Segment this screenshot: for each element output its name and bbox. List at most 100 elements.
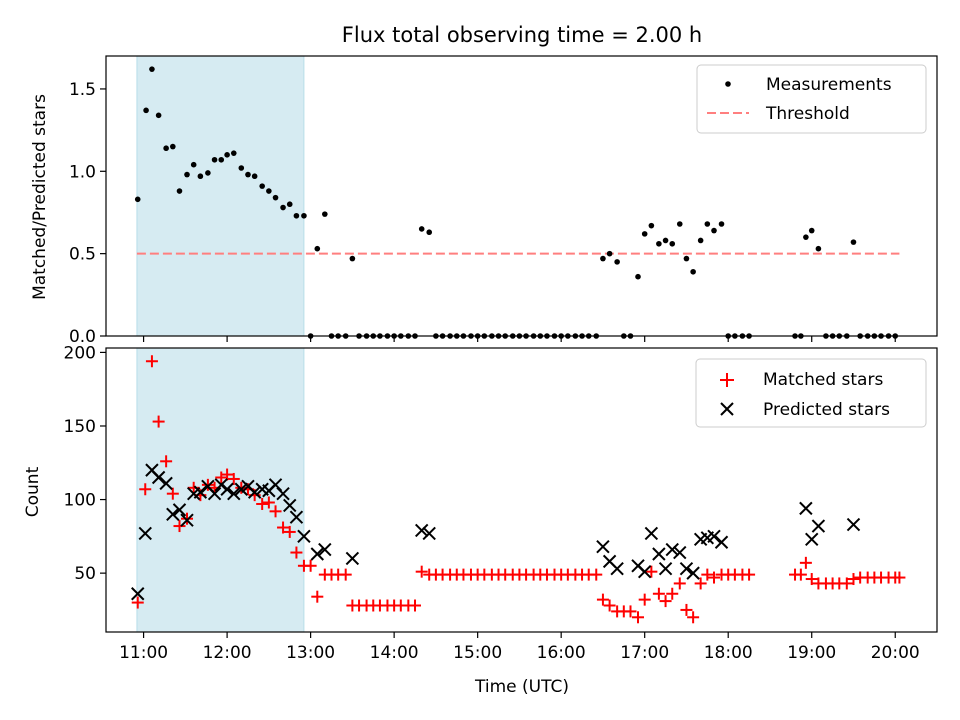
matched-star-point bbox=[160, 455, 173, 468]
matched-star-point bbox=[840, 577, 853, 590]
measurement-point bbox=[134, 196, 141, 203]
matched-star-point bbox=[743, 568, 756, 581]
predicted-star-point bbox=[805, 532, 819, 547]
bottom-y-tick-label: 200 bbox=[64, 343, 96, 363]
matched-star-point bbox=[645, 565, 658, 578]
matched-star-point bbox=[632, 611, 645, 624]
measurement-point bbox=[170, 143, 176, 150]
bottom-x-tick-label: 11:00 bbox=[119, 643, 168, 663]
matched-star-point bbox=[799, 556, 812, 569]
matched-star-point bbox=[290, 546, 303, 559]
predicted-star-point bbox=[283, 498, 297, 513]
measurement-point bbox=[197, 173, 204, 180]
top-plot-frame bbox=[105, 55, 938, 337]
matched-star-point bbox=[673, 577, 686, 590]
matched-star-point bbox=[262, 496, 275, 509]
matched-star-point bbox=[694, 577, 707, 590]
matched-star-point bbox=[145, 355, 158, 368]
top-legend: Measurements Threshold bbox=[696, 64, 927, 134]
top-legend-box bbox=[696, 64, 927, 134]
measurement-point bbox=[697, 237, 704, 244]
matched-star-point bbox=[181, 512, 194, 525]
predicted-star-point bbox=[276, 486, 290, 501]
measurement-point bbox=[280, 204, 286, 211]
matched-star-point bbox=[283, 525, 296, 538]
predicted-star-point bbox=[637, 564, 652, 579]
measurement-point bbox=[711, 227, 717, 234]
measurement-point bbox=[641, 231, 648, 237]
measurement-point bbox=[230, 150, 237, 156]
predicted-star-point bbox=[310, 547, 325, 561]
measurement-point bbox=[272, 194, 279, 201]
legend-threshold-label: Threshold bbox=[765, 104, 850, 124]
matched-star-point bbox=[152, 415, 165, 428]
matched-star-point bbox=[415, 565, 428, 578]
predicted-star-point bbox=[297, 529, 311, 544]
measurement-point bbox=[850, 239, 857, 245]
measurement-point bbox=[815, 245, 822, 252]
matched-star-point bbox=[269, 505, 282, 518]
top-y-tick-label: 0.5 bbox=[69, 245, 96, 265]
predicted-star-point bbox=[193, 485, 208, 499]
predicted-star-point bbox=[214, 478, 228, 492]
measurement-point bbox=[349, 255, 356, 262]
measurement-point bbox=[143, 107, 149, 114]
matched-star-point bbox=[139, 483, 152, 496]
predicted-star-point bbox=[166, 507, 180, 521]
bottom-plot-frame bbox=[105, 347, 938, 633]
bottom-x-tick-label: 20:00 bbox=[871, 643, 920, 663]
matched-star-point bbox=[187, 481, 200, 494]
measurement-point bbox=[184, 171, 190, 178]
measurement-point bbox=[163, 145, 169, 152]
legend-predicted-marker bbox=[720, 402, 734, 416]
measurement-point bbox=[676, 221, 683, 227]
legend-measurements-label: Measurements bbox=[766, 75, 892, 95]
predicted-star-point bbox=[596, 539, 610, 554]
bottom-y-tick-label: 150 bbox=[64, 417, 96, 437]
bottom-x-axis: 11:00 12:00 13:00 14:00 15:00 16:00 17:00 18:00… bbox=[119, 632, 920, 663]
measurement-point bbox=[155, 112, 162, 119]
matched-star-point bbox=[638, 593, 651, 606]
predicted-star-point bbox=[686, 566, 700, 580]
predicted-star-point bbox=[679, 562, 694, 576]
predicted-star-point bbox=[707, 529, 721, 544]
top-panel: Flux total observing time = 2.00 h 0.0 0.… bbox=[30, 23, 938, 347]
measurement-point bbox=[149, 66, 155, 72]
measurement-point bbox=[662, 237, 669, 244]
matched-star-point bbox=[339, 568, 352, 581]
bottom-legend-box bbox=[695, 358, 927, 428]
predicted-star-point bbox=[151, 470, 166, 485]
predicted-star-point bbox=[799, 501, 813, 516]
predicted-star-point bbox=[180, 513, 194, 527]
measurement-point bbox=[245, 171, 251, 178]
predicted-star-point bbox=[318, 542, 332, 557]
matched-star-point bbox=[652, 587, 665, 600]
top-y-tick-label: 0.0 bbox=[69, 327, 96, 347]
matched-stars-points bbox=[131, 355, 906, 624]
legend-matched-label: Matched stars bbox=[763, 370, 883, 390]
matched-star-point bbox=[409, 599, 422, 612]
top-title: Flux total observing time = 2.00 h bbox=[342, 23, 702, 47]
measurement-point bbox=[251, 173, 258, 180]
legend-matched-marker bbox=[720, 373, 734, 387]
predicted-star-point bbox=[220, 482, 234, 496]
predicted-star-point bbox=[811, 519, 826, 533]
predicted-star-point bbox=[610, 562, 624, 576]
bottom-x-tick-label: 15:00 bbox=[453, 643, 502, 663]
bottom-x-tick-label: 16:00 bbox=[537, 643, 586, 663]
measurement-point bbox=[218, 156, 225, 163]
predicted-star-point bbox=[658, 562, 673, 576]
bottom-x-tick-label: 12:00 bbox=[203, 643, 252, 663]
matched-star-point bbox=[304, 559, 317, 572]
matched-star-point bbox=[201, 478, 214, 491]
matched-star-point bbox=[708, 571, 721, 584]
measurement-point bbox=[211, 156, 218, 163]
bottom-highlight-span bbox=[136, 347, 305, 633]
measurement-point bbox=[259, 183, 265, 189]
matched-star-point bbox=[701, 568, 714, 581]
matched-star-point bbox=[166, 487, 179, 500]
measurement-point bbox=[718, 221, 725, 227]
predicted-star-point bbox=[846, 517, 861, 532]
predicted-star-point bbox=[414, 523, 429, 538]
